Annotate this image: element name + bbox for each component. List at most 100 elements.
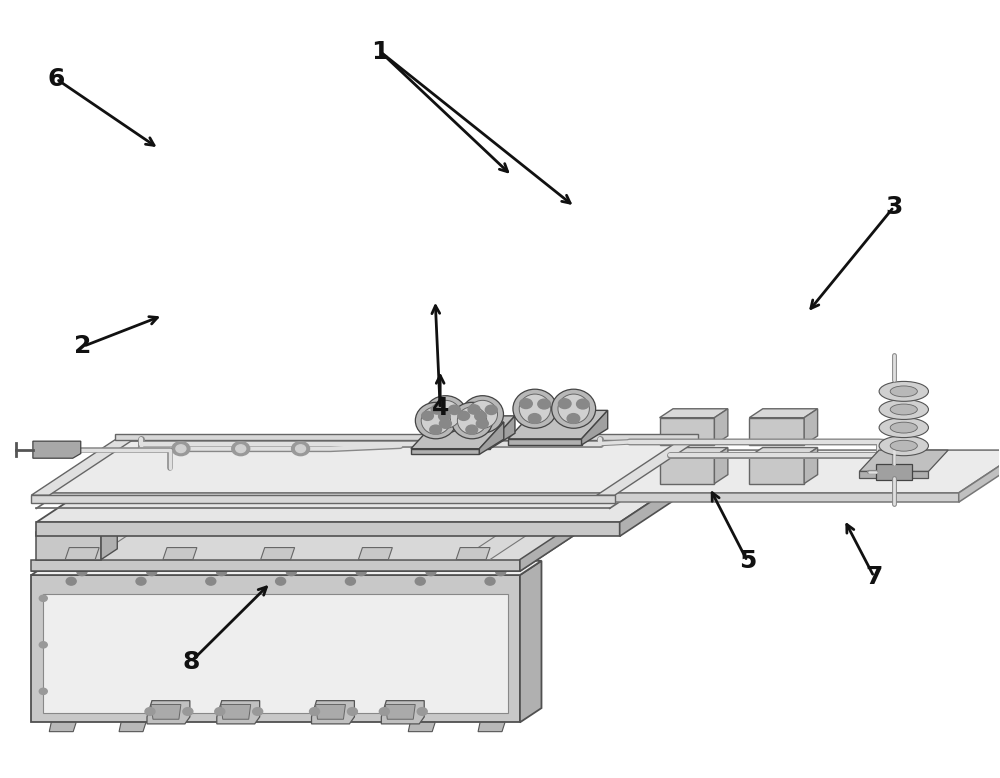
Circle shape	[347, 708, 357, 715]
Ellipse shape	[890, 386, 917, 397]
Circle shape	[236, 445, 246, 453]
Polygon shape	[408, 722, 435, 731]
Polygon shape	[33, 441, 81, 458]
Ellipse shape	[552, 389, 596, 428]
Text: 7: 7	[865, 565, 883, 589]
Circle shape	[286, 568, 296, 576]
Circle shape	[147, 568, 157, 576]
Circle shape	[528, 414, 541, 423]
Ellipse shape	[513, 389, 557, 428]
Polygon shape	[358, 548, 392, 559]
Polygon shape	[582, 410, 608, 445]
Circle shape	[39, 642, 47, 648]
Polygon shape	[714, 447, 728, 484]
Circle shape	[430, 425, 441, 434]
Polygon shape	[221, 705, 251, 719]
Polygon shape	[660, 418, 714, 445]
Circle shape	[417, 708, 427, 715]
Polygon shape	[749, 418, 804, 445]
Polygon shape	[385, 705, 415, 719]
Circle shape	[276, 577, 286, 585]
Polygon shape	[163, 548, 197, 559]
Circle shape	[415, 577, 425, 585]
Circle shape	[136, 577, 146, 585]
Circle shape	[232, 442, 250, 456]
Circle shape	[439, 419, 451, 428]
Ellipse shape	[890, 422, 917, 433]
Polygon shape	[959, 450, 1000, 502]
Polygon shape	[31, 531, 581, 571]
Ellipse shape	[558, 394, 589, 423]
Polygon shape	[151, 705, 181, 719]
Polygon shape	[478, 722, 505, 731]
Polygon shape	[660, 457, 714, 484]
Circle shape	[39, 689, 47, 695]
Polygon shape	[217, 701, 260, 724]
Polygon shape	[147, 701, 190, 724]
Polygon shape	[859, 471, 928, 478]
Circle shape	[468, 405, 480, 414]
Circle shape	[183, 708, 193, 715]
Circle shape	[292, 442, 310, 456]
Polygon shape	[36, 532, 101, 559]
Ellipse shape	[468, 401, 498, 428]
Ellipse shape	[879, 418, 928, 437]
Text: 8: 8	[182, 650, 200, 674]
Circle shape	[476, 419, 488, 428]
Polygon shape	[411, 449, 479, 454]
Ellipse shape	[415, 402, 456, 439]
Circle shape	[206, 577, 216, 585]
Polygon shape	[456, 548, 490, 559]
Circle shape	[296, 445, 306, 453]
Ellipse shape	[462, 396, 503, 433]
Polygon shape	[115, 434, 698, 440]
Polygon shape	[381, 701, 424, 724]
Ellipse shape	[519, 394, 551, 423]
Polygon shape	[714, 408, 728, 445]
Polygon shape	[31, 575, 520, 722]
Circle shape	[217, 568, 227, 576]
Polygon shape	[31, 559, 520, 571]
Polygon shape	[859, 450, 948, 471]
Circle shape	[39, 595, 47, 601]
Ellipse shape	[457, 407, 487, 434]
Circle shape	[458, 412, 470, 420]
Circle shape	[426, 568, 436, 576]
Circle shape	[558, 399, 571, 408]
Polygon shape	[31, 440, 133, 496]
Polygon shape	[749, 408, 818, 418]
Ellipse shape	[890, 440, 917, 451]
Polygon shape	[65, 548, 99, 559]
Ellipse shape	[879, 436, 928, 456]
Circle shape	[215, 708, 225, 715]
Polygon shape	[411, 422, 504, 449]
Circle shape	[475, 412, 486, 421]
Polygon shape	[261, 548, 295, 559]
Polygon shape	[91, 524, 515, 559]
Polygon shape	[31, 561, 541, 575]
Polygon shape	[597, 440, 698, 496]
Polygon shape	[804, 408, 818, 445]
Text: 5: 5	[739, 549, 756, 573]
Circle shape	[466, 425, 478, 434]
Polygon shape	[508, 439, 582, 445]
Ellipse shape	[879, 381, 928, 401]
Circle shape	[379, 708, 389, 715]
Polygon shape	[876, 464, 912, 480]
Circle shape	[520, 399, 532, 408]
Polygon shape	[316, 705, 345, 719]
Text: 4: 4	[431, 396, 449, 420]
Polygon shape	[101, 522, 117, 559]
Ellipse shape	[879, 400, 928, 419]
Circle shape	[345, 577, 355, 585]
Ellipse shape	[425, 396, 467, 433]
Text: 2: 2	[74, 335, 92, 359]
Circle shape	[422, 412, 433, 420]
Polygon shape	[605, 441, 683, 502]
Polygon shape	[749, 457, 804, 484]
Polygon shape	[31, 496, 615, 503]
Circle shape	[77, 568, 87, 576]
Polygon shape	[620, 469, 700, 536]
Polygon shape	[520, 520, 581, 571]
Polygon shape	[61, 524, 545, 559]
